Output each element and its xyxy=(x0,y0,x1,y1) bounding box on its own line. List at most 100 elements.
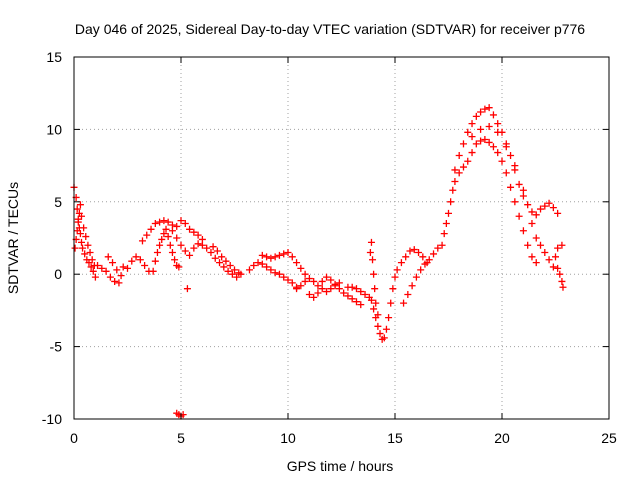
data-point xyxy=(280,273,288,281)
data-point xyxy=(455,169,463,177)
data-point xyxy=(417,266,425,274)
data-point xyxy=(389,285,397,293)
data-point xyxy=(198,241,206,249)
data-point xyxy=(143,231,151,239)
data-point xyxy=(464,128,472,136)
data-point xyxy=(183,285,191,293)
data-point xyxy=(280,250,288,258)
data-point xyxy=(524,201,532,209)
data-point xyxy=(434,244,442,252)
data-point xyxy=(425,256,433,264)
data-point xyxy=(220,263,228,271)
data-point xyxy=(162,225,170,233)
data-point xyxy=(250,262,258,270)
data-point xyxy=(73,205,81,213)
data-point xyxy=(310,277,318,285)
data-point xyxy=(370,270,378,278)
data-point xyxy=(541,248,549,256)
data-point xyxy=(254,259,262,267)
data-point xyxy=(374,322,382,330)
data-point xyxy=(323,273,331,281)
data-point xyxy=(371,285,379,293)
data-point xyxy=(528,253,536,261)
data-point xyxy=(305,275,313,283)
data-point xyxy=(445,209,452,217)
data-point xyxy=(258,251,266,259)
data-point xyxy=(374,311,382,319)
data-point xyxy=(113,266,121,274)
data-point xyxy=(404,290,412,298)
data-point xyxy=(293,259,301,267)
data-point xyxy=(430,250,438,258)
data-point xyxy=(556,270,564,278)
data-point xyxy=(177,217,185,225)
data-point xyxy=(554,244,562,252)
data-point xyxy=(468,120,476,128)
data-point xyxy=(507,151,515,159)
data-point xyxy=(494,149,502,157)
data-point xyxy=(447,198,455,206)
data-point xyxy=(335,285,343,293)
data-point xyxy=(352,285,360,293)
data-point xyxy=(156,241,164,249)
data-point xyxy=(87,263,95,271)
data-point xyxy=(77,238,85,246)
data-point xyxy=(288,279,296,287)
data-point xyxy=(124,264,131,272)
data-point xyxy=(528,208,536,216)
data-point xyxy=(76,201,84,209)
data-point xyxy=(412,273,420,281)
data-point xyxy=(485,138,493,146)
data-point xyxy=(73,227,81,235)
data-point xyxy=(284,276,292,284)
data-point xyxy=(106,273,114,281)
data-point xyxy=(348,295,356,303)
data-point xyxy=(160,230,168,238)
data-point xyxy=(117,272,125,280)
data-point xyxy=(104,253,112,261)
data-point xyxy=(119,263,127,271)
data-point xyxy=(532,211,540,219)
x-tick-label: 10 xyxy=(280,430,296,446)
data-point xyxy=(263,263,271,271)
data-point xyxy=(293,285,301,293)
data-point xyxy=(421,260,429,268)
data-point xyxy=(164,233,172,241)
data-point xyxy=(331,280,339,288)
data-point xyxy=(138,237,146,245)
data-point xyxy=(171,256,179,264)
data-point xyxy=(263,253,271,261)
data-point xyxy=(147,225,155,233)
data-point xyxy=(545,199,553,207)
data-point xyxy=(301,270,309,278)
data-point xyxy=(151,220,159,228)
data-point xyxy=(459,140,467,148)
data-point xyxy=(91,273,99,281)
data-point xyxy=(400,299,408,307)
data-point xyxy=(402,253,410,261)
data-point xyxy=(190,228,198,236)
data-point xyxy=(515,180,523,188)
data-point xyxy=(158,235,166,243)
data-point xyxy=(485,104,493,112)
data-point xyxy=(485,123,493,131)
data-point xyxy=(318,285,326,293)
data-point xyxy=(408,282,416,290)
data-point xyxy=(477,108,485,116)
data-point xyxy=(472,112,480,120)
data-point xyxy=(271,269,279,277)
data-point xyxy=(327,276,335,284)
axis-ticks: 0 5 10 15 20 25 -10 -5 0 5 10 15 xyxy=(42,49,617,446)
data-point xyxy=(554,264,562,272)
data-point xyxy=(71,244,79,252)
data-point xyxy=(297,264,305,272)
data-point xyxy=(541,202,549,210)
data-point xyxy=(558,241,566,249)
data-point xyxy=(489,143,497,151)
data-point xyxy=(186,225,194,233)
data-point xyxy=(203,244,211,252)
data-point xyxy=(86,248,94,256)
data-point xyxy=(226,262,234,270)
data-point xyxy=(141,262,149,270)
